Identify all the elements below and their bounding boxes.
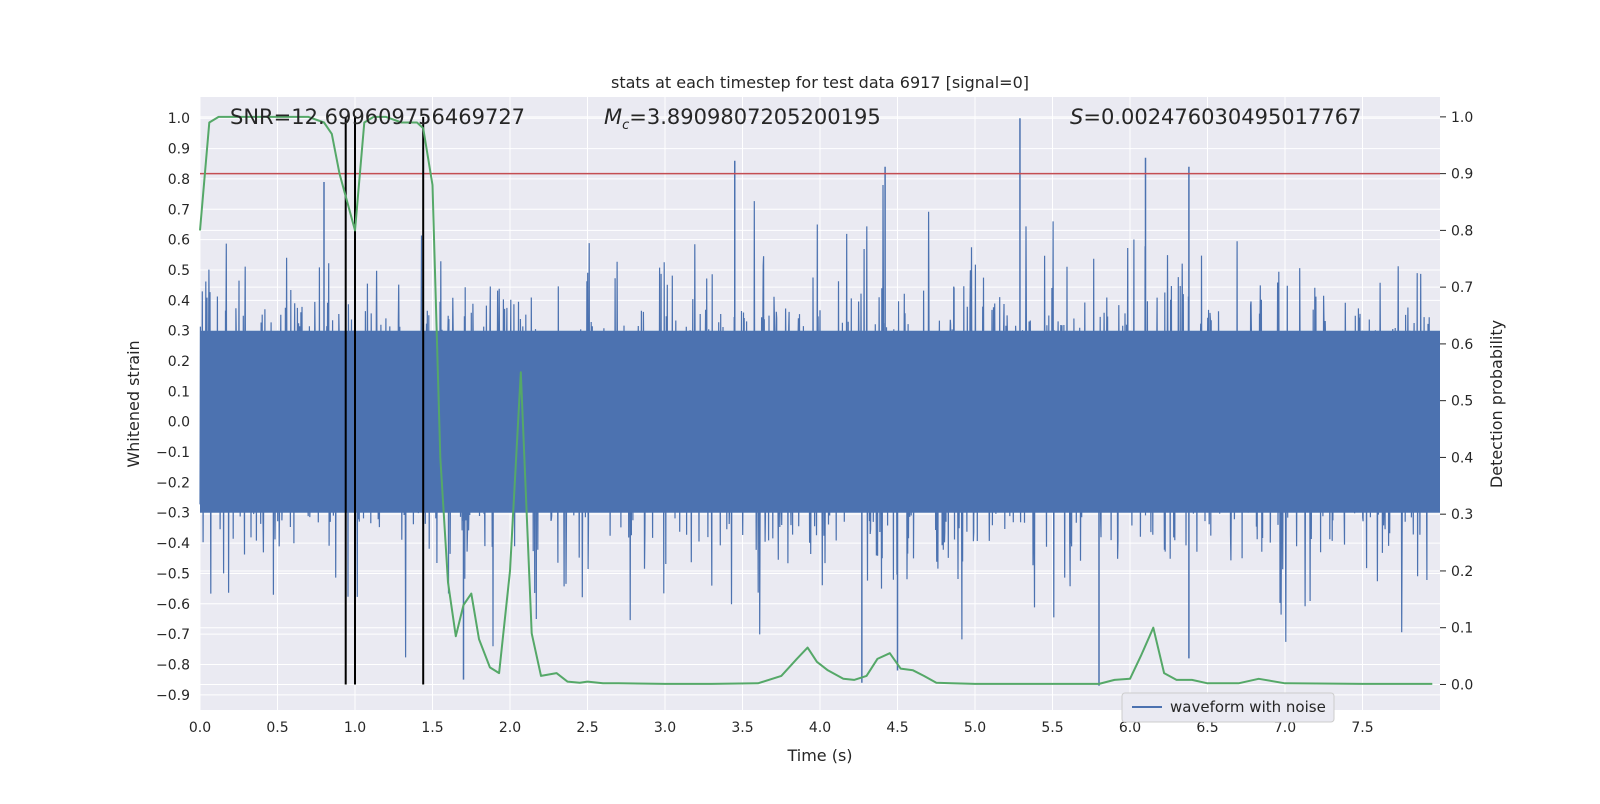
- y-tick-label-left: 0.5: [168, 263, 190, 279]
- y-tick-label-left: 0.4: [168, 293, 190, 309]
- x-tick-label: 5.5: [1041, 720, 1063, 736]
- y-tick-label-left: 0.0: [168, 415, 190, 431]
- waveform-core-band: [200, 330, 1440, 513]
- y-tick-label-right: 0.1: [1451, 621, 1473, 637]
- s-annotation: S=0.002476030495017767: [1070, 105, 1361, 129]
- y-tick-label-left: 0.8: [168, 172, 190, 188]
- y-tick-label-left: −0.5: [156, 566, 190, 582]
- y-tick-label-left: 0.1: [168, 384, 190, 400]
- mc-subscript: c: [622, 118, 629, 133]
- x-tick-label: 7.5: [1351, 720, 1373, 736]
- s-value: =0.002476030495017767: [1083, 105, 1361, 129]
- y-tick-label-left: −0.8: [156, 657, 190, 673]
- y-tick-label-left: −0.2: [156, 475, 190, 491]
- y-tick-label-left: 0.7: [168, 202, 190, 218]
- x-tick-label: 7.0: [1274, 720, 1296, 736]
- y-tick-label-left: 0.9: [168, 142, 190, 158]
- x-tick-label: 6.0: [1119, 720, 1141, 736]
- y-tick-label-left: 1.0: [168, 111, 190, 127]
- axis-ticks: 0.0 0.5 1.0 1.5 2.0 2.5 3.0 3.5 4.0 4.5 5.0 5.5 6.0 6…: [156, 110, 1473, 736]
- y-tick-label-right: 1.0: [1451, 110, 1473, 126]
- x-tick-label: 4.5: [886, 720, 908, 736]
- x-tick-label: 1.5: [421, 720, 443, 736]
- y-tick-label-right: 0.2: [1451, 564, 1473, 580]
- y-tick-label-right: 0.8: [1451, 223, 1473, 239]
- x-tick-label: 0.0: [189, 720, 211, 736]
- y-tick-label-left: −0.7: [156, 627, 190, 643]
- y-tick-label-right: 0.5: [1451, 394, 1473, 410]
- x-axis-label: Time (s): [786, 746, 852, 765]
- probability-line: [199, 115, 1433, 685]
- y-tick-label-right: 0.3: [1451, 507, 1473, 523]
- y-tick-label-right: 0.0: [1451, 677, 1473, 693]
- y-tick-label-left: −0.6: [156, 597, 190, 613]
- y-tick-label-left: 0.6: [168, 233, 190, 249]
- chart-title: stats at each timestep for test data 691…: [611, 73, 1029, 92]
- y-tick-label-left: −0.4: [156, 536, 190, 552]
- y-tick-label-left: 0.3: [168, 324, 190, 340]
- x-tick-label: 4.0: [809, 720, 831, 736]
- y-tick-label-left: −0.1: [156, 445, 190, 461]
- mc-symbol: M: [604, 105, 622, 129]
- detection-markers: [344, 116, 425, 685]
- x-tick-label: 3.0: [654, 720, 676, 736]
- y-tick-label-right: 0.4: [1451, 450, 1473, 466]
- x-tick-label: 1.0: [344, 720, 366, 736]
- waveform-series: [199, 118, 1440, 686]
- y-tick-label-right: 0.9: [1451, 167, 1473, 183]
- mc-annotation: Mc=3.8909807205200195: [604, 105, 881, 133]
- x-tick-label: 2.5: [576, 720, 598, 736]
- x-tick-label: 5.0: [964, 720, 986, 736]
- legend: waveform with noise: [1121, 692, 1335, 723]
- y-tick-label-right: 0.7: [1451, 280, 1473, 296]
- x-tick-label: 0.5: [266, 720, 288, 736]
- y-tick-label-left: 0.2: [168, 354, 190, 370]
- mc-value: =3.8909807205200195: [629, 105, 880, 129]
- y-tick-label-left: −0.3: [156, 506, 190, 522]
- x-tick-label: 3.5: [731, 720, 753, 736]
- probability-series: [199, 115, 1433, 685]
- y-axis-label-right: Detection probability: [1487, 320, 1506, 488]
- legend-label: waveform with noise: [1170, 698, 1326, 716]
- y-axis-label-left: Whitened strain: [124, 340, 143, 467]
- x-tick-label: 2.0: [499, 720, 521, 736]
- legend-box: [1121, 692, 1335, 723]
- x-tick-label: 6.5: [1196, 720, 1218, 736]
- s-symbol: S: [1070, 105, 1083, 129]
- snr-annotation: SNR=12.699609756469727: [230, 105, 525, 129]
- y-tick-label-right: 0.6: [1451, 337, 1473, 353]
- y-tick-label-left: −0.9: [156, 688, 190, 704]
